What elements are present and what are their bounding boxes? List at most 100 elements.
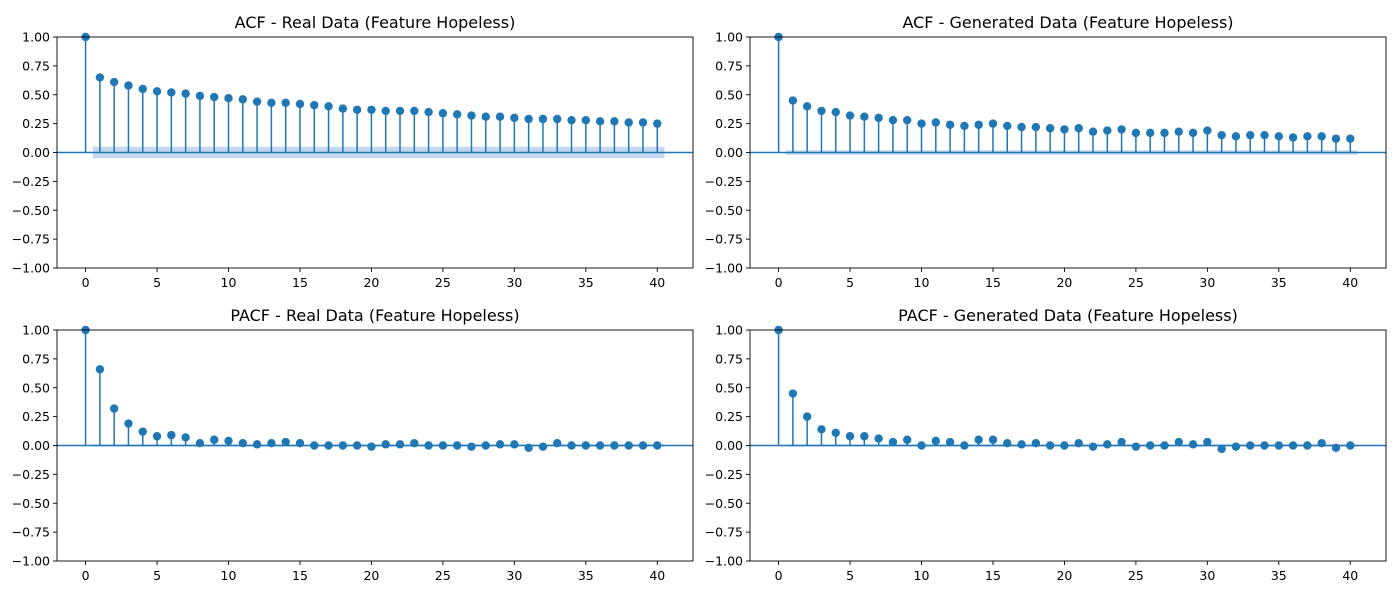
pacf-real-marker — [424, 441, 433, 450]
acf-real-marker — [610, 117, 619, 126]
acf-generated-marker — [988, 119, 998, 128]
pacf-real-marker — [595, 441, 605, 450]
acf-real-y-tick-label: 0.75 — [22, 58, 50, 73]
acf-generated-marker — [1246, 130, 1255, 140]
pacf-generated-marker — [1145, 441, 1155, 450]
acf-generated-marker — [1145, 128, 1155, 138]
pacf-generated-marker — [931, 436, 940, 446]
pacf-generated-marker — [888, 437, 898, 447]
acf-real-x-tick-label: 35 — [578, 275, 594, 290]
acf-real-marker — [224, 94, 233, 103]
acf-generated-marker — [845, 111, 855, 120]
acf-real-marker — [553, 114, 562, 124]
acf-generated-marker — [817, 106, 826, 116]
pacf-generated-marker — [788, 389, 798, 398]
pacf-generated-marker — [1288, 441, 1298, 450]
acf-generated-marker — [1017, 122, 1026, 132]
acf-generated-y-tick-label: 1.00 — [715, 30, 743, 45]
acf-real-y-tick-label: 0.00 — [22, 145, 50, 160]
pacf-generated-marker — [1074, 438, 1083, 448]
acf-generated-x-tick-label: 15 — [985, 275, 1001, 290]
pacf-real-marker — [181, 433, 190, 442]
pacf-real-marker — [95, 365, 105, 374]
acf-generated-marker — [1117, 125, 1126, 134]
acf-real-marker — [452, 110, 462, 119]
acf-generated-x-tick-label: 35 — [1271, 275, 1287, 290]
pacf-generated-x-tick-label: 25 — [1128, 568, 1144, 583]
pacf-real-marker — [410, 438, 419, 448]
pacf-real-marker — [195, 438, 205, 448]
pacf-real-panel: PACF - Real Data (Feature Hopeless) 1.00… — [12, 306, 694, 583]
acf-real-x-tick-label: 0 — [82, 275, 90, 290]
pacf-real-y-tick-label: −1.00 — [12, 554, 50, 569]
acf-real-marker — [324, 102, 333, 111]
acf-real-marker — [581, 115, 591, 125]
acf-generated-marker — [1317, 132, 1326, 141]
pacf-real-marker — [324, 441, 333, 450]
pacf-real-x-tick-label: 15 — [292, 568, 308, 583]
pacf-real-marker — [224, 436, 233, 446]
pacf-real-x-tick-label: 20 — [363, 568, 379, 583]
pacf-real-x-tick-label: 25 — [435, 568, 451, 583]
acf-real-x-tick-label: 20 — [363, 275, 379, 290]
pacf-generated-marker — [917, 441, 926, 450]
acf-generated-marker — [1260, 130, 1269, 140]
acf-real-marker — [210, 92, 219, 102]
acf-generated-y-tick-label: −0.50 — [705, 203, 743, 218]
pacf-generated-x-tick-label: 15 — [985, 568, 1001, 583]
acf-real-x-tick-label: 15 — [292, 275, 308, 290]
pacf-real-x-tick-label: 40 — [649, 568, 665, 583]
pacf-real-marker — [310, 441, 319, 450]
acf-generated-x-tick-label: 10 — [914, 275, 930, 290]
pacf-generated-marker — [1303, 441, 1312, 450]
acf-generated-x-tick-label: 5 — [846, 275, 854, 290]
pacf-real-marker — [438, 441, 448, 450]
pacf-generated-marker — [960, 441, 969, 450]
pacf-generated-y-tick-label: 0.25 — [715, 409, 743, 424]
acf-real-marker — [181, 89, 190, 98]
pacf-real-marker — [338, 441, 348, 450]
acf-generated-marker — [1103, 126, 1112, 135]
acf-real-marker — [252, 97, 262, 106]
acf-generated-marker — [1074, 124, 1083, 133]
acf-real-marker — [195, 91, 205, 101]
pacf-real-marker — [210, 435, 219, 444]
pacf-generated-marker — [1131, 442, 1141, 451]
pacf-real-marker — [252, 440, 262, 449]
pacf-real-marker — [267, 438, 276, 448]
acf-generated-marker — [1274, 132, 1284, 141]
pacf-generated-marker — [1031, 438, 1041, 448]
acf-real-marker — [638, 118, 648, 127]
pacf-generated-y-tick-label: −0.25 — [705, 467, 743, 482]
acf-real-marker — [653, 119, 662, 128]
acf-generated-y-tick-label: 0.75 — [715, 58, 743, 73]
pacf-real-marker — [295, 438, 305, 448]
acf-generated-marker — [1288, 133, 1298, 142]
acf-generated-marker — [1231, 132, 1241, 141]
acf-real-marker — [567, 115, 576, 125]
acf-generated-marker — [860, 112, 869, 121]
pacf-generated-y-tick-label: −0.75 — [705, 525, 743, 540]
pacf-real-marker — [510, 440, 519, 449]
pacf-generated-marker — [1017, 440, 1026, 449]
acf-real-marker — [167, 88, 176, 97]
acf-generated-marker — [788, 96, 798, 105]
pacf-real-marker — [395, 440, 405, 449]
acf-real-marker — [338, 104, 348, 113]
pacf-real-x-tick-label: 0 — [82, 568, 90, 583]
acf-real-marker — [495, 112, 505, 121]
acf-real-marker — [238, 95, 247, 104]
pacf-generated-marker — [831, 428, 840, 437]
acf-generated-y-tick-label: 0.25 — [715, 116, 743, 131]
acf-generated-marker — [1131, 128, 1141, 138]
acf-real-y-tick-label: 1.00 — [22, 30, 50, 45]
pacf-generated-x-tick-label: 20 — [1056, 568, 1072, 583]
pacf-real-marker — [352, 441, 362, 450]
pacf-generated-marker — [903, 435, 912, 444]
pacf-real-y-tick-label: −0.25 — [12, 467, 50, 482]
acf-generated-marker — [1174, 127, 1183, 136]
pacf-real-marker — [124, 419, 133, 428]
acf-real-marker — [410, 106, 419, 116]
acf-generated-marker — [945, 120, 955, 129]
acf-real-y-tick-label: −0.75 — [12, 232, 50, 247]
